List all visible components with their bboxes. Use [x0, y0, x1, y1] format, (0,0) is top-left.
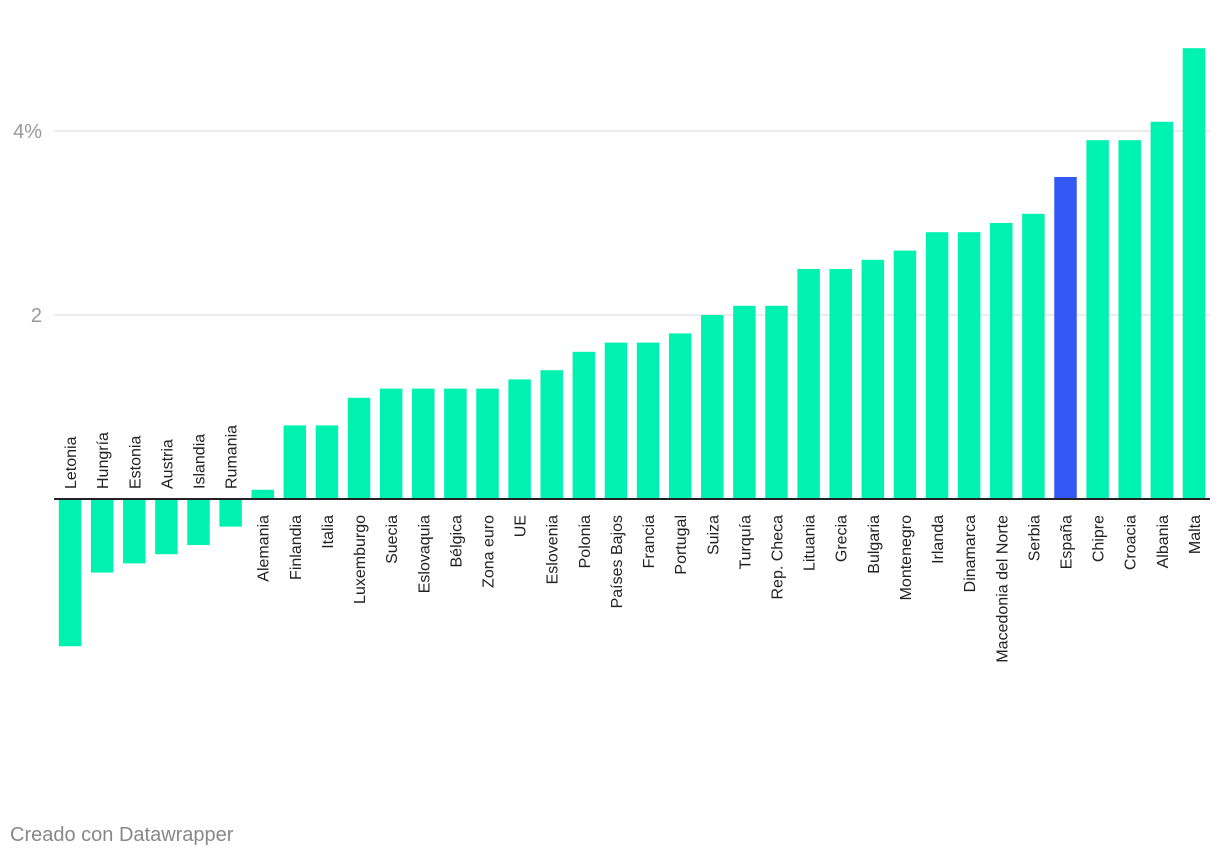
- y-tick-label: 2: [31, 305, 42, 327]
- bar-7: [283, 425, 307, 499]
- category-label: Turquía: [737, 515, 754, 570]
- bar-19: [668, 333, 692, 499]
- bar-0: [58, 499, 82, 647]
- bar-21: [733, 305, 756, 499]
- category-label: Alemania: [256, 515, 273, 582]
- bar-31: [1054, 177, 1077, 499]
- category-label: Irlanda: [930, 515, 947, 564]
- category-label: Eslovaquia: [416, 515, 433, 593]
- category-label: Austria: [159, 439, 176, 489]
- bar-6: [251, 489, 274, 499]
- bars: [58, 48, 1206, 647]
- category-label: Croacia: [1123, 515, 1140, 570]
- category-label: Estonia: [127, 436, 144, 489]
- category-label: Grecia: [834, 515, 851, 562]
- bar-30: [1022, 213, 1045, 500]
- bar-27: [925, 232, 949, 499]
- bar-2: [123, 499, 146, 564]
- category-label: Luxemburgo: [352, 515, 369, 604]
- bar-34: [1150, 121, 1174, 500]
- category-label: Rumania: [224, 425, 241, 489]
- bar-18: [636, 342, 660, 499]
- bar-10: [379, 388, 403, 499]
- category-label: Dinamarca: [962, 515, 979, 592]
- bar-8: [315, 425, 339, 499]
- bar-14: [508, 379, 531, 499]
- bar-5: [219, 499, 242, 527]
- bar-26: [893, 250, 917, 499]
- category-label: Países Bajos: [609, 515, 626, 608]
- category-label: Macedonia del Norte: [994, 515, 1011, 663]
- bar-23: [797, 269, 820, 499]
- bar-33: [1118, 140, 1141, 499]
- category-label: Finlandia: [288, 515, 305, 580]
- bar-15: [540, 370, 563, 499]
- category-label: UE: [513, 515, 530, 537]
- bar-20: [701, 315, 724, 499]
- category-label: Montenegro: [898, 515, 915, 600]
- category-label: Serbia: [1026, 515, 1043, 561]
- category-label: España: [1059, 515, 1076, 569]
- category-label: Italia: [320, 515, 337, 549]
- category-labels: Letonia Hungría Estonia Austria Islandia Ruma…: [63, 425, 1204, 663]
- category-label: Bélgica: [448, 515, 465, 568]
- bar-22: [765, 305, 788, 499]
- bar-24: [829, 269, 852, 499]
- category-label: Zona euro: [481, 515, 498, 588]
- bar-1: [90, 499, 114, 573]
- bar-11: [412, 388, 435, 499]
- bar-13: [476, 388, 499, 499]
- category-label: Lituania: [802, 515, 819, 571]
- category-label: Chipre: [1091, 515, 1108, 562]
- category-label: Eslovenia: [545, 515, 562, 584]
- bar-16: [572, 351, 596, 499]
- bar-32: [1086, 140, 1109, 499]
- category-label: Francia: [641, 515, 658, 568]
- category-label: Albania: [1155, 515, 1172, 568]
- bar-35: [1182, 48, 1206, 499]
- credit-text: Creado con Datawrapper: [10, 824, 234, 846]
- category-label: Suecia: [384, 515, 401, 564]
- bar-29: [990, 223, 1013, 499]
- category-label: Suiza: [705, 515, 722, 555]
- bar-25: [861, 259, 885, 499]
- bar-4: [187, 499, 210, 545]
- bar-12: [444, 388, 467, 499]
- bar-28: [957, 232, 981, 499]
- category-label: Hungría: [95, 432, 112, 489]
- y-tick-label: 4%: [13, 121, 42, 143]
- bar-17: [604, 342, 628, 499]
- category-label: Portugal: [673, 515, 690, 575]
- category-label: Polonia: [577, 515, 594, 568]
- category-label: Letonia: [63, 436, 80, 489]
- gridlines: 2 4%: [13, 121, 1210, 327]
- bar-3: [155, 499, 178, 555]
- category-label: Islandia: [192, 434, 209, 489]
- category-label: Rep. Checa: [770, 515, 787, 600]
- category-label: Malta: [1187, 515, 1204, 554]
- category-label: Bulgaria: [866, 515, 883, 574]
- bar-9: [347, 397, 371, 499]
